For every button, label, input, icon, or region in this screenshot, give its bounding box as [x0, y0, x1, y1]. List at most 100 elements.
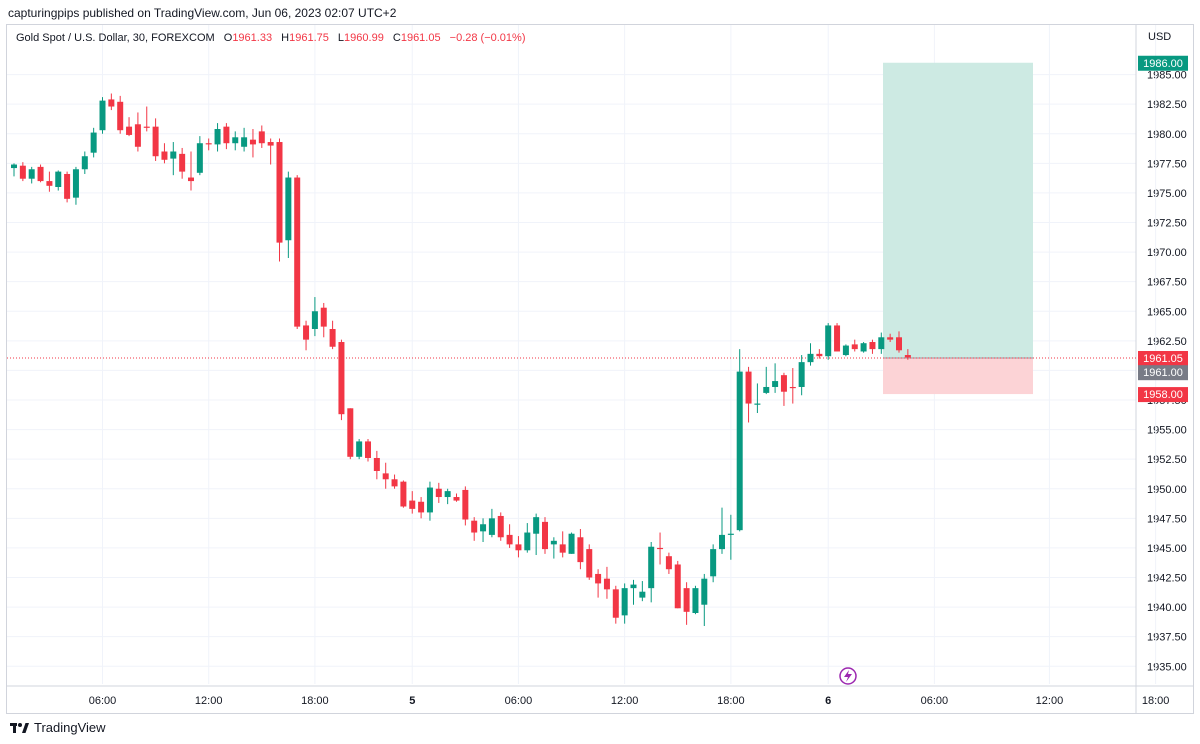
candle-body[interactable] — [347, 408, 354, 457]
candle-body[interactable] — [550, 540, 557, 545]
candle-body[interactable] — [772, 381, 779, 387]
candle-body[interactable] — [860, 343, 867, 352]
candle-body[interactable] — [816, 353, 823, 357]
candle-body[interactable] — [11, 164, 17, 169]
candle-body[interactable] — [134, 124, 141, 147]
candle-body[interactable] — [506, 534, 513, 545]
candle-body[interactable] — [630, 584, 637, 589]
candle-body[interactable] — [834, 325, 841, 352]
candle-body[interactable] — [382, 473, 389, 480]
candle-body[interactable] — [471, 520, 478, 533]
candle-body[interactable] — [488, 518, 495, 535]
candle-body[interactable] — [780, 375, 787, 392]
candle-body[interactable] — [365, 441, 371, 458]
candle-body[interactable] — [727, 533, 734, 535]
candle-body[interactable] — [72, 169, 79, 198]
candle-body[interactable] — [586, 549, 593, 578]
candle-body[interactable] — [763, 386, 770, 393]
candle-body[interactable] — [789, 386, 796, 389]
candle-body[interactable] — [480, 524, 487, 532]
candle-body[interactable] — [515, 544, 522, 551]
candle-body[interactable] — [754, 403, 761, 405]
candle-body[interactable] — [214, 129, 221, 145]
candle-body[interactable] — [896, 337, 902, 351]
candle-body[interactable] — [409, 500, 416, 509]
candle-body[interactable] — [869, 342, 876, 350]
candle-body[interactable] — [311, 311, 318, 329]
candle-body[interactable] — [170, 151, 177, 159]
candle-body[interactable] — [444, 491, 451, 498]
candle-body[interactable] — [391, 479, 398, 487]
candle-body[interactable] — [603, 578, 610, 590]
candle-body[interactable] — [267, 142, 274, 146]
candle-body[interactable] — [329, 329, 336, 347]
candle-body[interactable] — [418, 501, 425, 513]
candle-body[interactable] — [81, 156, 88, 170]
candle-body[interactable] — [223, 126, 230, 144]
candle-body[interactable] — [196, 143, 203, 173]
candle-body[interactable] — [400, 481, 407, 507]
candle-body[interactable] — [46, 181, 53, 186]
candle-body[interactable] — [276, 142, 283, 243]
candle-body[interactable] — [320, 307, 327, 327]
candle-body[interactable] — [842, 345, 849, 356]
candle-body[interactable] — [904, 355, 911, 358]
footer-brand[interactable]: TradingView — [10, 720, 106, 735]
candle-body[interactable] — [258, 131, 265, 144]
candle-body[interactable] — [99, 100, 106, 131]
candle-body[interactable] — [453, 497, 460, 501]
candle-body[interactable] — [117, 101, 124, 131]
candle-body[interactable] — [205, 143, 212, 145]
candle-body[interactable] — [683, 588, 690, 612]
candle-body[interactable] — [887, 337, 894, 340]
candle-body[interactable] — [648, 546, 655, 589]
candle-body[interactable] — [621, 588, 628, 616]
candle-body[interactable] — [356, 441, 363, 457]
candle-body[interactable] — [559, 544, 566, 553]
candle-body[interactable] — [736, 371, 743, 531]
candle-body[interactable] — [249, 139, 256, 145]
candle-body[interactable] — [745, 371, 752, 404]
candle-body[interactable] — [533, 517, 540, 534]
candle-body[interactable] — [577, 537, 584, 563]
candle-body[interactable] — [294, 177, 301, 327]
position-loss-zone[interactable] — [883, 357, 1033, 395]
candle-body[interactable] — [807, 353, 814, 363]
candle-body[interactable] — [90, 132, 97, 153]
symbol-title[interactable]: Gold Spot / U.S. Dollar, 30, FOREXCOM — [16, 32, 215, 44]
candle-body[interactable] — [674, 564, 681, 609]
candle-body[interactable] — [568, 533, 575, 554]
candle-body[interactable] — [665, 556, 672, 570]
candle-body[interactable] — [55, 171, 62, 187]
candle-body[interactable] — [126, 126, 133, 135]
candle-body[interactable] — [64, 173, 71, 199]
candle-body[interactable] — [143, 126, 150, 128]
candle-body[interactable] — [241, 137, 248, 147]
lightning-icon[interactable] — [839, 667, 857, 685]
candle-body[interactable] — [37, 166, 44, 182]
candle-body[interactable] — [152, 126, 159, 157]
candle-body[interactable] — [285, 177, 292, 241]
candle-body[interactable] — [161, 151, 168, 160]
currency-label[interactable]: USD — [1148, 31, 1172, 43]
candle-body[interactable] — [179, 153, 186, 172]
candle-body[interactable] — [710, 549, 717, 577]
candle-body[interactable] — [232, 137, 239, 144]
candle-body[interactable] — [426, 487, 433, 513]
candle-body[interactable] — [303, 325, 310, 340]
candle-body[interactable] — [878, 337, 885, 350]
candle-body[interactable] — [338, 342, 345, 415]
candle-body[interactable] — [692, 588, 699, 613]
candle-body[interactable] — [524, 532, 531, 551]
candle-body[interactable] — [462, 489, 469, 520]
position-profit-zone[interactable] — [883, 62, 1033, 358]
candle-body[interactable] — [825, 325, 832, 357]
candle-body[interactable] — [612, 589, 619, 618]
candle-body[interactable] — [19, 165, 26, 179]
candle-body[interactable] — [719, 534, 725, 550]
candle-body[interactable] — [28, 169, 35, 179]
candle-body[interactable] — [497, 515, 504, 538]
candle-body[interactable] — [851, 344, 858, 350]
candle-body[interactable] — [542, 521, 548, 550]
